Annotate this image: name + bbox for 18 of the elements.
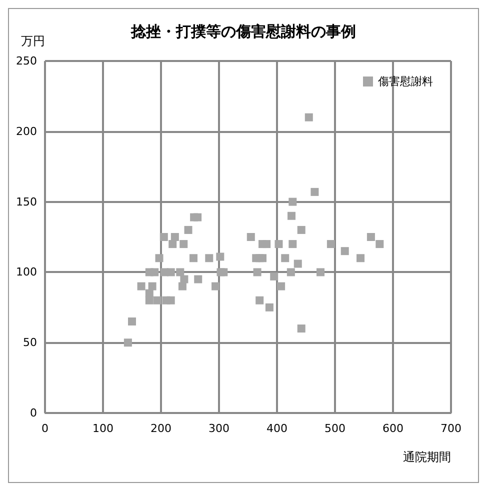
x-axis-title: 通院期間: [403, 450, 451, 464]
x-tick-label: 400: [266, 422, 288, 435]
y-tick-label: 200: [16, 124, 37, 138]
y-tick-label: 50: [23, 336, 37, 350]
y-tick-label: 250: [16, 54, 37, 68]
x-tick-label: 300: [208, 422, 230, 435]
legend-label: 傷害慰謝料: [378, 75, 433, 88]
x-tick-label: 200: [150, 422, 172, 435]
x-tick-label: 500: [324, 422, 346, 435]
x-tick-label: 100: [92, 422, 114, 435]
x-tick-label: 600: [382, 422, 404, 435]
y-axis-title: 万円: [21, 34, 45, 48]
y-tick-label: 0: [30, 406, 37, 420]
y-tick-label: 100: [16, 266, 37, 279]
x-tick-label: 700: [440, 422, 462, 435]
y-tick-label: 150: [16, 195, 37, 208]
x-tick-label: 0: [42, 422, 48, 435]
chart-title: 捻挫・打撲等の傷害慰謝料の事例: [130, 22, 356, 40]
